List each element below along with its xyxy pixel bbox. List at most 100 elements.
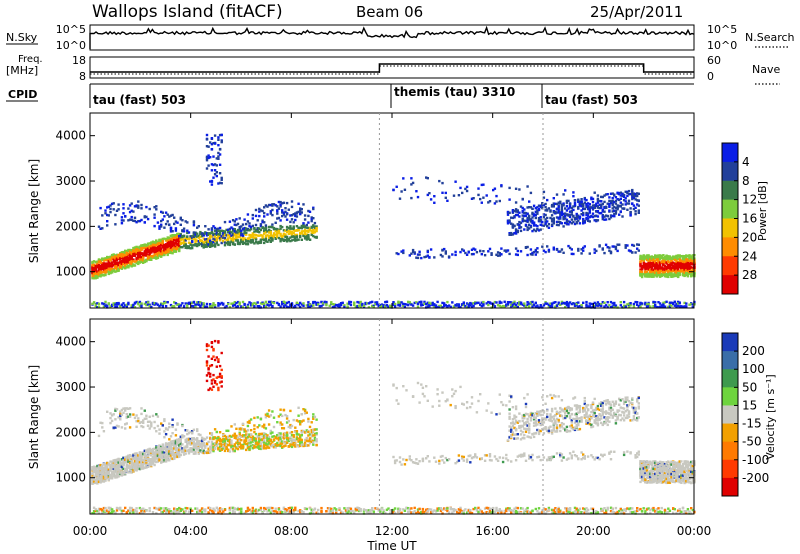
echo-cell (441, 248, 444, 252)
echo-cell (104, 469, 107, 472)
echo-cell (279, 227, 282, 230)
echo-cell (663, 261, 667, 264)
echo-cell (632, 196, 636, 200)
echo-cell (508, 221, 511, 224)
echo-cell (658, 302, 662, 305)
echo-cell (102, 264, 106, 267)
echo-cell (109, 460, 112, 463)
echo-cell (441, 301, 444, 305)
echo-cell (562, 225, 565, 228)
echo-cell (253, 233, 256, 236)
echo-cell (130, 510, 133, 513)
echo-cell (305, 229, 308, 233)
echo-cell (287, 208, 290, 211)
echo-cell (264, 234, 268, 237)
echo-cell (377, 304, 380, 308)
echo-cell (235, 301, 238, 305)
echo-cell (246, 220, 250, 223)
echo-cell (99, 478, 102, 481)
echo-cell (290, 233, 294, 236)
echo-cell (114, 260, 117, 263)
echo-cell (197, 236, 200, 239)
y-tick-label: 4000 (55, 129, 86, 143)
echo-cell (300, 238, 303, 241)
echo-cell (621, 194, 624, 198)
echo-cell (516, 249, 519, 253)
echo-cell (130, 458, 133, 461)
echo-cell (128, 262, 132, 265)
echo-cell (251, 235, 254, 239)
echo-cell (99, 260, 102, 263)
echo-cell (596, 301, 600, 304)
echo-cell (135, 252, 138, 255)
echo-cell (161, 244, 164, 248)
echo-cell (518, 303, 521, 306)
echo-cell (200, 232, 204, 235)
echo-cell (104, 209, 107, 212)
echo-cell (578, 200, 582, 203)
echo-cell (624, 246, 627, 249)
echo-cell (557, 217, 560, 220)
colorbar-swatch (722, 199, 738, 219)
echo-cell (115, 257, 119, 260)
echo-cell (169, 242, 173, 245)
echo-cell (650, 263, 654, 266)
echo-cell (622, 300, 626, 304)
echo-cell (652, 261, 655, 265)
echo-cell (532, 250, 536, 254)
echo-cell (169, 244, 173, 247)
echo-cell (125, 460, 128, 463)
echo-cell (267, 225, 271, 229)
echo-cell (182, 240, 186, 244)
echo-cell (117, 472, 120, 475)
echo-cell (112, 460, 115, 463)
echo-cell (308, 238, 312, 241)
echo-cell (101, 426, 104, 429)
echo-cell (94, 466, 97, 469)
echo-cell (580, 248, 583, 251)
echo-cell (263, 229, 266, 233)
echo-cell (555, 216, 559, 219)
echo-cell (294, 233, 297, 237)
echo-cell (654, 254, 657, 257)
echo-cell (96, 276, 99, 279)
colorbar-swatch (722, 218, 738, 238)
echo-cell (142, 261, 145, 264)
echo-cell (137, 206, 140, 209)
echo-cell (122, 407, 125, 410)
echo-cell (654, 256, 657, 259)
echo-cell (107, 468, 110, 471)
echo-cell (210, 148, 214, 151)
echo-cell (209, 305, 212, 308)
echo-cell (586, 205, 590, 209)
echo-cell (321, 302, 325, 305)
echo-cell (181, 246, 184, 249)
echo-cell (249, 241, 253, 244)
echo-cell (124, 456, 127, 459)
echo-cell (91, 472, 94, 475)
echo-cell (130, 209, 133, 212)
echo-cell (531, 229, 534, 233)
echo-cell (163, 215, 166, 218)
echo-cell (513, 209, 516, 213)
echo-cell (274, 221, 277, 224)
echo-cell (637, 249, 640, 252)
echo-cell (683, 258, 686, 261)
echo-cell (305, 226, 308, 229)
echo-cell (289, 236, 292, 239)
echo-cell (138, 300, 142, 304)
echo-cell (96, 473, 99, 477)
echo-cell (263, 215, 266, 218)
echo-cell (557, 250, 560, 253)
echo-cell (284, 210, 287, 213)
echo-cell (212, 304, 215, 307)
echo-cell (97, 465, 101, 468)
echo-cell (559, 211, 562, 214)
echo-cell (673, 258, 676, 262)
echo-cell (562, 193, 565, 196)
echo-cell (205, 167, 209, 170)
echo-cell (213, 232, 217, 236)
echo-cell (289, 304, 292, 308)
echo-cell (572, 220, 575, 224)
echo-cell (508, 252, 511, 256)
